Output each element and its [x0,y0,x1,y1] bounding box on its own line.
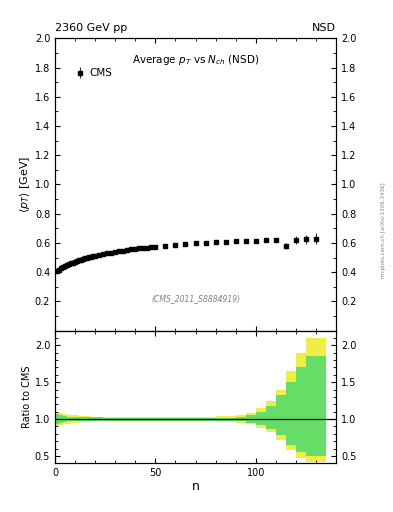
Bar [103,418,111,420]
Bar [83,416,87,422]
Bar [79,416,83,422]
Bar [71,415,75,423]
Bar [55,412,59,426]
Bar [119,418,127,420]
Text: mcplots.cern.ch [arXiv:1306.3436]: mcplots.cern.ch [arXiv:1306.3436] [381,183,386,278]
Bar [216,416,226,422]
Bar [67,417,71,421]
Text: (CMS_2011_S8884919): (CMS_2011_S8884919) [151,294,240,303]
Bar [306,338,326,462]
Bar [175,417,185,421]
Bar [266,406,276,429]
Y-axis label: $\langle p_T \rangle$ [GeV]: $\langle p_T \rangle$ [GeV] [18,156,32,213]
Bar [286,371,296,450]
Bar [111,417,119,421]
Y-axis label: Ratio to CMS: Ratio to CMS [22,366,32,428]
Bar [175,418,185,420]
Bar [206,418,216,420]
Bar [296,368,306,452]
Bar [95,417,103,421]
Bar [145,417,155,421]
Bar [83,417,87,421]
Bar [87,416,91,422]
Bar [135,417,145,421]
Bar [246,413,256,424]
Bar [246,415,256,423]
Bar [155,418,165,420]
Text: NSD: NSD [312,23,336,33]
Bar [226,418,236,420]
Bar [63,414,67,424]
Bar [63,416,67,422]
Bar [103,417,111,421]
Bar [196,418,206,420]
Bar [91,417,95,421]
Bar [127,418,135,420]
Bar [236,417,246,421]
Text: Average $p_T$ vs $N_{ch}$ (NSD): Average $p_T$ vs $N_{ch}$ (NSD) [132,53,259,67]
Bar [286,382,296,445]
Bar [276,395,286,435]
Bar [119,417,127,421]
Bar [185,418,196,420]
Bar [75,415,79,423]
Bar [226,416,236,422]
Bar [296,353,306,458]
Bar [55,414,59,424]
Bar [91,417,95,421]
Bar [185,417,196,421]
Bar [206,417,216,421]
Text: 2360 GeV pp: 2360 GeV pp [55,23,127,33]
Bar [135,418,145,420]
Bar [75,417,79,421]
Legend: CMS: CMS [72,64,116,82]
Bar [266,401,276,432]
Bar [256,408,266,428]
Bar [87,417,91,421]
Bar [95,417,103,421]
Bar [79,417,83,421]
Bar [155,417,165,421]
Bar [165,417,175,421]
Bar [256,412,266,425]
Bar [236,415,246,423]
Bar [59,415,63,423]
Bar [165,418,175,420]
Bar [216,418,226,420]
Bar [145,418,155,420]
Bar [276,390,286,440]
Bar [127,417,135,421]
Bar [71,417,75,421]
Bar [196,417,206,421]
Bar [111,418,119,420]
Bar [67,415,71,423]
Bar [59,413,63,425]
Bar [306,356,326,456]
X-axis label: n: n [191,480,200,493]
